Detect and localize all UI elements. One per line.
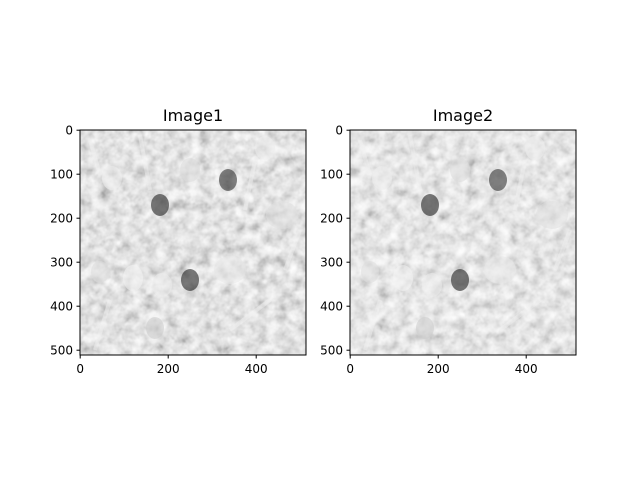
panel-2-ytick-label: 0 — [335, 124, 343, 138]
panel-2-image — [350, 130, 576, 355]
panel-1-frame — [79, 129, 307, 356]
panel-2-xtick-label: 400 — [515, 362, 538, 376]
panel-2-y-axis — [346, 129, 350, 351]
panel-1-ytick-label: 500 — [50, 344, 73, 358]
panel-2-ytick-label: 100 — [320, 168, 343, 182]
panel-2-title: Image2 — [433, 106, 493, 125]
panel-1-xtick-label: 200 — [157, 362, 180, 376]
panel-2-ytick-label: 400 — [320, 300, 343, 314]
panel-2-xtick-label: 200 — [427, 362, 450, 376]
panel-1-x-axis — [79, 355, 257, 359]
panel-1-ytick-label: 0 — [65, 124, 73, 138]
panel-1-image — [80, 130, 306, 355]
panel-2-xtick-label: 0 — [346, 362, 354, 376]
panel-2-ytick-label: 200 — [320, 212, 343, 226]
panel-1-ytick-label: 400 — [50, 300, 73, 314]
panel-1-ytick-label: 100 — [50, 168, 73, 182]
panel-1-ytick-label: 200 — [50, 212, 73, 226]
panel-1-ytick-label: 300 — [50, 256, 73, 270]
panel-2-frame — [349, 129, 577, 356]
panel-1-title: Image1 — [163, 106, 223, 125]
panel-2: Image2 — [320, 106, 577, 376]
panel-1-xtick-label: 400 — [245, 362, 268, 376]
panel-2-ytick-label: 500 — [320, 344, 343, 358]
panel-2-x-axis — [349, 355, 527, 359]
panel-2-ytick-label: 300 — [320, 256, 343, 270]
panel-1-xtick-label: 0 — [76, 362, 84, 376]
panel-1-y-axis — [76, 129, 80, 351]
panel-1: Image1 — [50, 106, 307, 376]
